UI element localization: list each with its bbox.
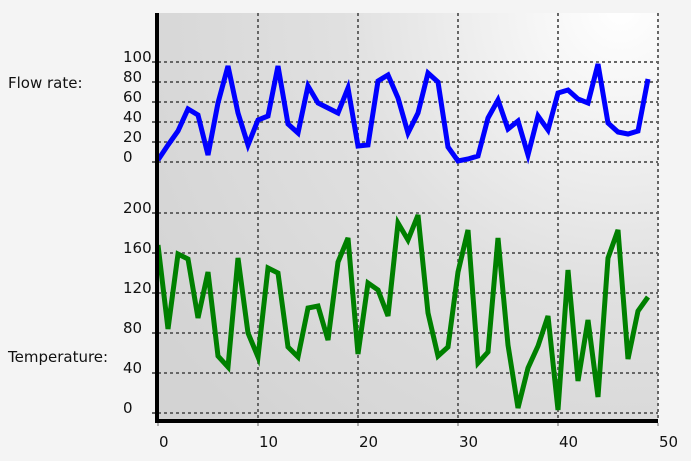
- x-tick-label: 10: [259, 433, 278, 451]
- series-line-flow-rate: [155, 63, 651, 165]
- y-tick-label: 40: [123, 108, 142, 126]
- y-tick-label: 80: [123, 68, 142, 86]
- y-tick-label: 60: [123, 88, 142, 106]
- flow-rate-label: Flow rate:: [8, 74, 83, 92]
- series-lines: [155, 63, 651, 411]
- y-tick-label: 120: [123, 279, 152, 297]
- x-tick-label: 20: [359, 433, 378, 451]
- grid-lines: [152, 13, 659, 421]
- axes: [155, 13, 659, 426]
- y-tick-label: 0: [123, 148, 133, 166]
- y-tick-label: 200: [123, 199, 152, 217]
- y-tick-label: 160: [123, 239, 152, 257]
- y-tick-label: 40: [123, 359, 142, 377]
- x-tick-label: 40: [559, 433, 578, 451]
- y-tick-label: 100: [123, 48, 152, 66]
- x-tick-label: 0: [159, 433, 169, 451]
- temperature-label: Temperature:: [7, 348, 108, 366]
- series-line-temperature: [155, 214, 651, 411]
- x-tick-label: 30: [459, 433, 478, 451]
- y-tick-label: 0: [123, 399, 133, 417]
- x-tick-label: 50: [659, 433, 678, 451]
- y-tick-label: 80: [123, 319, 142, 337]
- y-tick-label: 20: [123, 128, 142, 146]
